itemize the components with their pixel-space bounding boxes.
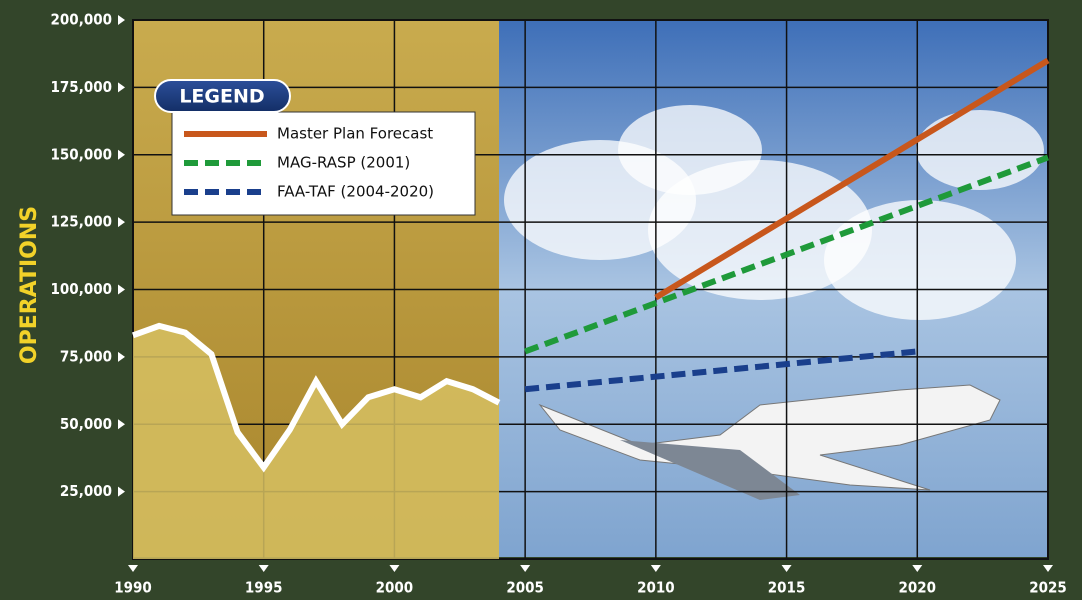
line (524, 348, 918, 393)
y-tick-label: 125,000 (51, 213, 112, 231)
legend-title: LEGEND (179, 86, 264, 108)
y-tick-label: 175,000 (51, 78, 112, 96)
x-tick-label: 2000 (376, 579, 414, 597)
tick-arrow (912, 565, 923, 572)
y-tick-label: 200,000 (51, 11, 112, 29)
x-tick-label: 1995 (245, 579, 283, 597)
area (133, 325, 499, 559)
y-axis-label: OPERATIONS (17, 206, 42, 364)
legend-label: Master Plan Forecast (277, 125, 433, 143)
tick-arrow (118, 351, 125, 362)
x-tick-label: 2005 (506, 579, 544, 597)
tick-arrow (520, 565, 531, 572)
legend-label: MAG-RASP (2001) (277, 154, 410, 172)
y-tick-label: 50,000 (60, 415, 112, 433)
line (131, 322, 501, 473)
tick-arrow (118, 419, 125, 430)
plot-border (132, 19, 1049, 560)
x-tick-label: 2020 (899, 579, 937, 597)
tick-arrow (118, 486, 125, 497)
tick-arrow (128, 565, 138, 572)
y-tick-label: 100,000 (51, 280, 112, 298)
airplane-wing (620, 440, 800, 500)
legend-box (171, 111, 476, 216)
y-tick-label: 25,000 (60, 482, 112, 500)
cloud (916, 110, 1044, 190)
tick-arrow (389, 565, 400, 572)
tick-arrow (118, 284, 125, 295)
tick-arrow (118, 149, 125, 160)
x-tick-label: 2010 (637, 579, 675, 597)
line (524, 154, 1050, 355)
tick-arrow (781, 565, 792, 572)
tick-arrow (650, 565, 661, 572)
legend-title-pill (154, 79, 291, 113)
x-tick-label: 2025 (1029, 579, 1067, 597)
x-tick-label: 1990 (114, 579, 152, 597)
y-tick-label: 75,000 (60, 347, 112, 365)
tick-arrow (118, 15, 125, 25)
line (654, 57, 1050, 301)
tick-arrow (258, 565, 269, 572)
y-tick-label: 150,000 (51, 145, 112, 163)
tick-arrow (118, 82, 125, 93)
tick-arrow (118, 217, 125, 228)
tick-arrow (1043, 565, 1053, 572)
x-tick-label: 2015 (768, 579, 806, 597)
cloud (824, 200, 1016, 320)
legend-label: FAA-TAF (2004-2020) (277, 183, 434, 201)
